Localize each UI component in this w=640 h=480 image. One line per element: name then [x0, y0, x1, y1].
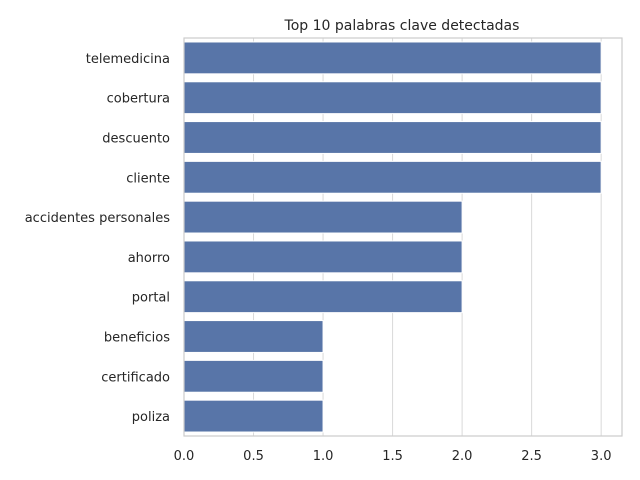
x-tick-label: 1.5 — [382, 449, 403, 464]
y-tick-labels: telemedicina cobertura descuento cliente acc… — [25, 52, 170, 425]
bar — [183, 81, 602, 115]
y-tick-label: cliente — [126, 171, 170, 186]
y-tick-label: poliza — [132, 410, 170, 425]
x-tick-label: 1.0 — [313, 449, 334, 464]
y-tick-label: ahorro — [128, 251, 170, 266]
x-tick-labels: 0.0 0.5 1.0 1.5 2.0 2.5 3.0 — [174, 449, 612, 464]
bar — [183, 399, 324, 433]
y-tick-label: descuento — [102, 132, 170, 147]
y-tick-label: cobertura — [107, 92, 170, 107]
x-tick-label: 0.5 — [243, 449, 264, 464]
bar — [183, 200, 463, 234]
y-tick-label: accidentes personales — [25, 211, 170, 226]
y-tick-label: beneficios — [104, 331, 170, 346]
x-tick-label: 2.0 — [452, 449, 473, 464]
bar — [183, 121, 602, 154]
y-tick-label: telemedicina — [86, 52, 170, 67]
x-tick-label: 2.5 — [521, 449, 542, 464]
bar — [183, 41, 602, 75]
bars — [183, 41, 602, 433]
bar — [183, 160, 602, 194]
bar — [183, 320, 324, 353]
x-tick-label: 3.0 — [591, 449, 612, 464]
x-tick-label: 0.0 — [174, 449, 195, 464]
chart-title: Top 10 palabras clave detectadas — [284, 18, 520, 34]
bar — [183, 280, 463, 314]
y-tick-label: portal — [132, 291, 170, 306]
plot-frame — [183, 37, 623, 437]
axes-frame — [183, 37, 623, 437]
bar — [183, 359, 324, 393]
y-tick-label: certificado — [101, 370, 170, 385]
bar — [183, 240, 463, 274]
